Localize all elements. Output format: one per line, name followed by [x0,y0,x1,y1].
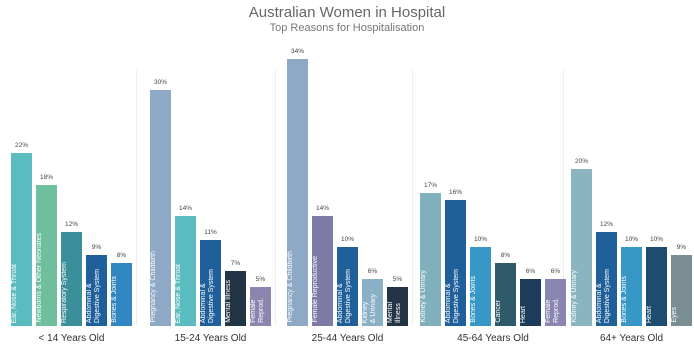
bar: Bones & Joints [470,247,491,326]
bar-label: Pregnancy & Childbirth [150,251,157,323]
value-label: 14% [178,205,192,213]
bar: Female Reprod. [250,286,271,326]
value-label: 6% [525,267,536,275]
bar-label: Bones & Joints [111,276,118,323]
bar-label: Female Reprod. [250,298,265,323]
bar-label: Abdominal & Digestive System [337,268,352,323]
bar: Ear, Nose & Throat [11,153,32,326]
separator [563,70,564,325]
bar-label: Female Reprod. [545,298,560,323]
bar-label: Pregnancy & Childbirth [287,251,294,323]
value-label: 5% [255,275,266,283]
value-label: 22% [14,142,28,150]
value-label: 10% [340,236,354,244]
value-label: 18% [39,173,53,181]
value-label: 6% [367,267,378,275]
bar-label: Abdominal & Digestive System [200,268,215,323]
bar-label: Cancer [495,300,502,323]
bar-label: Newborns & Other Neonates [36,233,43,323]
group-label: 45-64 Years Old [457,333,529,344]
bar: Abdominal & Digestive System [86,255,107,326]
bar: Kidney & Urinary [571,168,592,326]
bar-label: Bones & Joints [621,276,628,323]
bar-label: Abdominal & Digestive System [596,268,611,323]
bar: Mental Illness [225,271,246,326]
bar: Abdominal & Digestive System [337,247,358,326]
chart-subtitle: Top Reasons for Hospitalisation [269,22,425,34]
bar-label: Mental Illness [387,301,402,323]
bar-label: Respiratory System [61,261,68,323]
value-label: 14% [315,205,329,213]
bar-label: Female Reproductive [312,256,319,323]
bar-label: Abdominal & Digestive System [445,268,460,323]
bar-label: Mental Illness [225,280,232,323]
bar: Kidney & Urinary [420,192,441,326]
value-label: 34% [290,48,304,55]
value-label: 9% [91,244,102,252]
value-label: 30% [153,79,167,87]
bar-label: Kidney & Urinary [420,270,427,323]
bar-label: Bones & Joints [470,276,477,323]
value-label: 10% [649,236,663,244]
bar-label: Heart [646,305,653,323]
value-label: 9% [676,244,687,252]
bar: Newborns & Other Neonates [36,184,57,326]
bar-label: Heart [520,305,527,323]
bar: Female Reproductive [312,216,333,326]
value-label: 12% [599,220,613,228]
value-label: 11% [204,228,217,236]
separator [412,70,413,325]
bar: Eyes [671,255,692,326]
bar: Bones & Joints [111,263,132,326]
bar: Respiratory System [61,231,82,326]
value-label: 10% [624,236,638,244]
value-label: 20% [574,157,588,165]
bar-label: Eyes [671,307,678,323]
bar-label: Ear, Nose & Throat [11,263,18,323]
bar: Abdominal & Digestive System [200,239,221,326]
bar: Bones & Joints [621,247,642,326]
value-label: 8% [500,252,511,260]
bar: Kidney & Urinary [362,278,383,326]
bar: Pregnancy & Childbirth [150,90,171,326]
value-label: 16% [448,189,462,197]
group-label: 25-44 Years Old [311,333,384,344]
bar: Heart [520,278,541,326]
bar-label: Ear, Nose & Throat [175,263,182,323]
value-label: 6% [550,267,561,275]
bar: Heart [646,247,667,326]
value-label: 8% [116,252,127,260]
bar: Pregnancy & Childbirth [287,59,308,326]
value-label: 12% [64,220,78,228]
value-label: 5% [392,275,403,283]
bar: Abdominal & Digestive System [596,231,617,326]
bar-label: Kidney & Urinary [571,270,578,323]
chart-title: Australian Women in Hospital [248,4,446,21]
value-label: 7% [230,260,241,268]
bar: Female Reprod. [545,278,566,326]
separator [275,70,276,325]
bar: Cancer [495,263,516,326]
value-label: 17% [423,181,437,189]
bar: Ear, Nose & Throat [175,216,196,326]
bar-label: Abdominal & Digestive System [86,268,101,323]
bar: Mental Illness [387,286,408,326]
group-label: 15-24 Years Old [174,333,247,344]
group-label: < 14 Years Old [38,333,105,344]
separator [136,70,137,325]
bar-label: Kidney & Urinary [362,293,377,323]
value-label: 10% [473,236,487,244]
group-label: 64+ Years Old [599,333,664,344]
bar: Abdominal & Digestive System [445,200,466,326]
